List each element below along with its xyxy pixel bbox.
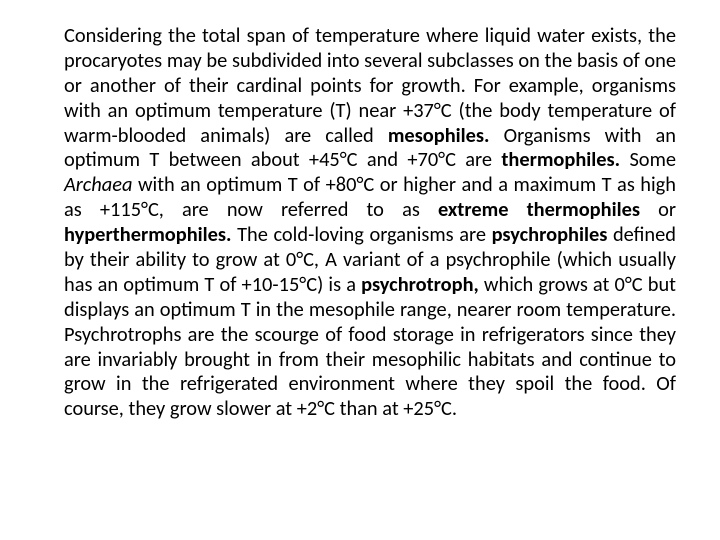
text-segment: hyperthermophiles.: [64, 223, 232, 247]
text-segment: psychrophiles: [492, 223, 608, 247]
text-segment: thermophiles.: [501, 148, 620, 172]
text-segment: The cold-loving organisms are: [232, 223, 492, 247]
text-segment: psychrotroph,: [361, 273, 479, 297]
text-segment: Archaea: [64, 173, 132, 197]
text-segment: Some: [620, 148, 676, 172]
text-segment: mesophiles.: [388, 124, 490, 148]
text-segment: or: [640, 198, 676, 222]
document-page: Considering the total span of temperatur…: [0, 0, 720, 540]
text-segment: extreme thermophiles: [438, 198, 640, 222]
body-paragraph: Considering the total span of temperatur…: [64, 24, 676, 422]
